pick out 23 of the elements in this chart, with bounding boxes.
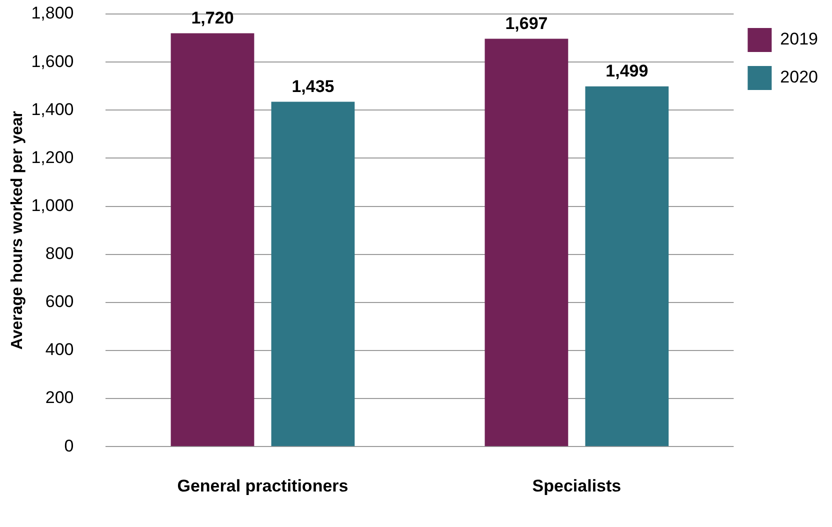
x-tick-label: Specialists bbox=[532, 476, 622, 496]
bar bbox=[484, 38, 568, 446]
y-tick-label: 600 bbox=[45, 292, 74, 312]
y-tick-label: 1,200 bbox=[31, 148, 74, 167]
bar bbox=[170, 33, 254, 446]
x-tick-label: General practitioners bbox=[177, 476, 348, 496]
bar bbox=[271, 102, 355, 446]
legend-label: 2020 bbox=[780, 68, 818, 87]
data-label: 1,720 bbox=[191, 8, 234, 28]
data-label: 1,499 bbox=[606, 62, 648, 81]
legend-label: 2019 bbox=[780, 30, 818, 49]
y-tick-label: 1,800 bbox=[31, 4, 74, 23]
data-label: 1,697 bbox=[505, 14, 548, 33]
y-tick-label: 400 bbox=[45, 340, 74, 360]
y-tick-label: 1,000 bbox=[31, 196, 74, 215]
y-tick-label: 1,400 bbox=[31, 100, 74, 119]
y-tick-label: 200 bbox=[45, 388, 74, 408]
y-tick-label: 1,600 bbox=[31, 52, 74, 71]
data-label: 1,435 bbox=[292, 76, 334, 96]
y-axis-title: Average hours worked per year bbox=[9, 110, 26, 350]
y-tick-label: 800 bbox=[45, 244, 74, 264]
y-tick-label: 0 bbox=[64, 436, 74, 456]
bar bbox=[585, 86, 669, 446]
